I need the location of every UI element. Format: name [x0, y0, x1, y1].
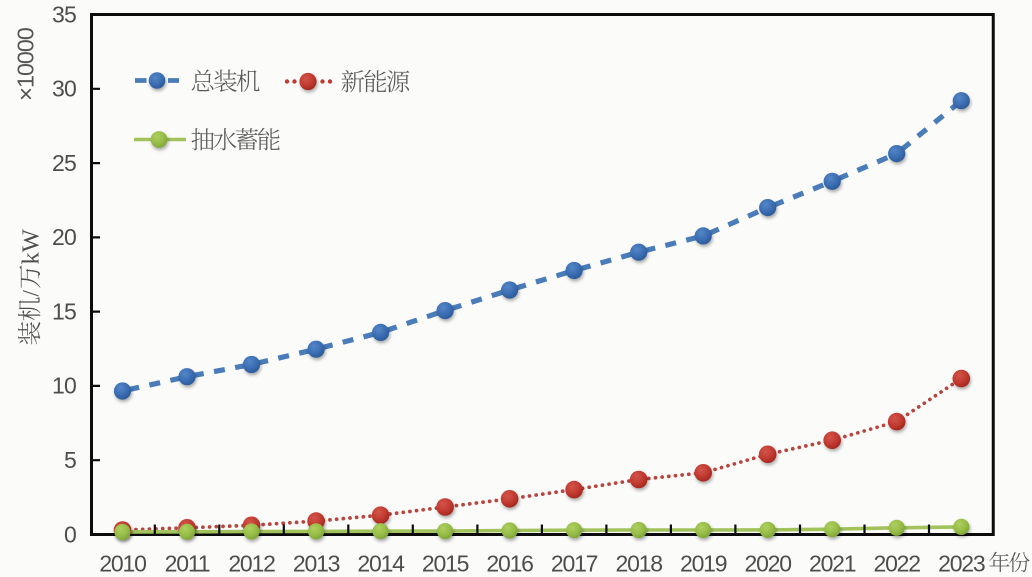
- svg-text:15: 15: [52, 298, 76, 324]
- svg-text:2019: 2019: [680, 551, 727, 577]
- svg-text:5: 5: [64, 447, 76, 473]
- svg-text:35: 35: [52, 1, 76, 27]
- svg-text:2021: 2021: [809, 551, 856, 577]
- svg-text:10: 10: [52, 373, 76, 399]
- svg-text:2020: 2020: [745, 551, 792, 577]
- svg-text:2011: 2011: [165, 551, 210, 577]
- svg-text:2013: 2013: [293, 551, 340, 577]
- svg-text:×10000: ×10000: [13, 27, 41, 101]
- svg-text:2010: 2010: [99, 551, 146, 577]
- svg-text:20: 20: [52, 224, 76, 250]
- svg-text:kW: kW: [18, 228, 45, 264]
- svg-text:2015: 2015: [422, 551, 469, 577]
- svg-text:2014: 2014: [357, 551, 405, 577]
- svg-text:0: 0: [64, 521, 76, 547]
- svg-text:2023: 2023: [938, 551, 985, 577]
- svg-text:2017: 2017: [551, 551, 598, 577]
- svg-text:/: /: [19, 290, 44, 297]
- svg-text:2012: 2012: [228, 551, 275, 577]
- svg-text:2022: 2022: [874, 551, 921, 577]
- svg-text:30: 30: [52, 76, 76, 102]
- svg-text:2018: 2018: [616, 551, 663, 577]
- svg-text:25: 25: [52, 150, 76, 176]
- svg-text:2016: 2016: [486, 551, 533, 577]
